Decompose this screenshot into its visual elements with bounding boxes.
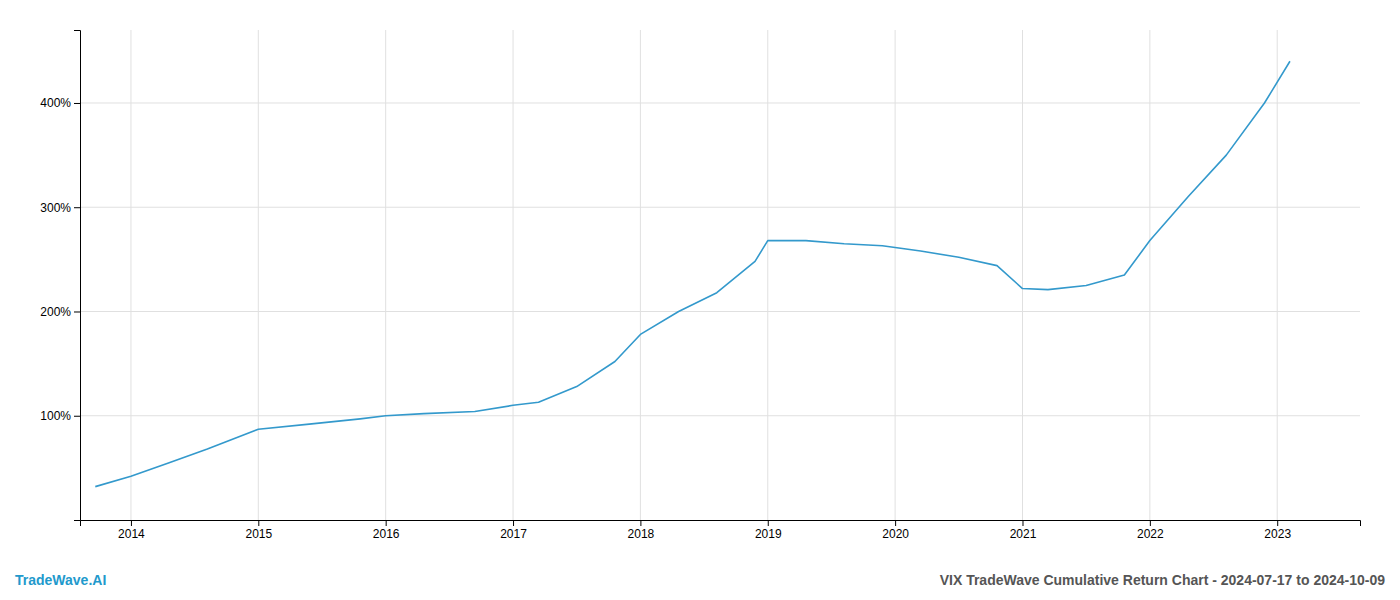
x-tick-mark	[131, 520, 132, 526]
grid-line-x	[767, 30, 768, 520]
x-tick-mark	[1150, 520, 1151, 526]
y-tick-mark	[74, 207, 80, 208]
title: VIX TradeWave Cumulative Return Chart - …	[940, 572, 1386, 588]
y-tick: 100%	[40, 409, 80, 423]
x-tick: 2020	[882, 520, 909, 541]
x-axis: 2014 2015 2016 2017 2018 2019 2020 2021 2022 2023	[81, 520, 1361, 541]
x-tick-mark	[895, 520, 896, 526]
x-tick-mark	[513, 520, 514, 526]
grid-line-x	[130, 30, 131, 520]
y-tick-mark	[74, 103, 80, 104]
y-axis: 100% 200% 300% 400%	[40, 31, 80, 521]
watermark: TradeWave.AI	[15, 572, 106, 588]
grid-line-x	[640, 30, 641, 520]
x-tick: 2014	[118, 520, 145, 541]
grid-line-y	[80, 311, 1360, 312]
plot-area	[95, 61, 1290, 486]
y-axis-line	[74, 31, 81, 521]
x-tick-label: 2014	[118, 527, 145, 541]
y-tick-label: 100%	[40, 409, 71, 423]
x-tick-label: 2023	[1264, 527, 1291, 541]
x-tick-mark	[1022, 520, 1023, 526]
x-tick-label: 2021	[1010, 527, 1037, 541]
x-tick: 2019	[755, 520, 782, 541]
grid-line-x	[513, 30, 514, 520]
y-tick-label: 400%	[40, 96, 71, 110]
y-tick: 300%	[40, 201, 80, 215]
y-tick-label: 200%	[40, 305, 71, 319]
x-tick: 2023	[1264, 520, 1291, 541]
x-tick-mark	[1277, 520, 1278, 526]
x-tick-mark	[386, 520, 387, 526]
x-tick-label: 2018	[628, 527, 655, 541]
grid-line-x	[895, 30, 896, 520]
x-tick-label: 2019	[755, 527, 782, 541]
y-tick-mark	[74, 311, 80, 312]
x-tick: 2022	[1137, 520, 1164, 541]
x-tick-mark	[768, 520, 769, 526]
y-tick-mark	[74, 416, 80, 417]
x-tick-label: 2015	[245, 527, 272, 541]
y-tick-label: 300%	[40, 201, 71, 215]
x-tick: 2016	[373, 520, 400, 541]
grid	[80, 30, 1360, 520]
grid-line-x	[385, 30, 386, 520]
y-tick: 400%	[40, 96, 80, 110]
grid-line-y	[80, 415, 1360, 416]
x-axis-line	[81, 521, 1361, 527]
grid-line-y	[80, 102, 1360, 103]
grid-line-x	[1149, 30, 1150, 520]
x-tick: 2018	[628, 520, 655, 541]
x-tick-label: 2022	[1137, 527, 1164, 541]
grid-line-x	[1022, 30, 1023, 520]
data-line	[95, 61, 1290, 486]
grid-line-x	[1277, 30, 1278, 520]
y-tick: 200%	[40, 305, 80, 319]
x-tick-label: 2017	[500, 527, 527, 541]
x-tick-mark	[640, 520, 641, 526]
chart-container: 2014 2015 2016 2017 2018 2019 2020 2021 2022 2023…	[0, 0, 1400, 600]
x-tick: 2015	[245, 520, 272, 541]
x-tick: 2021	[1010, 520, 1037, 541]
x-tick: 2017	[500, 520, 527, 541]
x-tick-label: 2016	[373, 527, 400, 541]
grid-line-x	[258, 30, 259, 520]
x-tick-mark	[258, 520, 259, 526]
x-tick-label: 2020	[882, 527, 909, 541]
grid-line-y	[80, 207, 1360, 208]
chart-svg: 2014 2015 2016 2017 2018 2019 2020 2021 2022 2023…	[0, 0, 1400, 600]
